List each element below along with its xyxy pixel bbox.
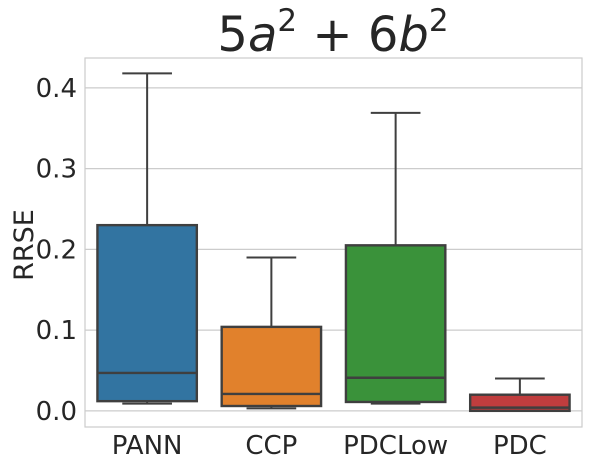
y-tick-label: 0.2 <box>36 235 77 265</box>
box-pdc <box>468 377 571 413</box>
y-tick-labels: 0.0 0.1 0.2 0.3 0.4 <box>36 74 77 427</box>
x-tick-label: PDCLow <box>343 431 448 461</box>
x-tick-label: CCP <box>245 431 297 461</box>
iqr-box <box>96 223 199 403</box>
chart-title: 5a2 + 6b2 <box>217 3 448 63</box>
box-pann <box>96 72 199 405</box>
y-axis-label: RRSE <box>9 209 40 281</box>
x-tick-label: PDC <box>493 431 547 461</box>
x-tick-label: PANN <box>112 431 183 461</box>
plot-frame <box>84 57 583 428</box>
iqr-box <box>344 244 447 404</box>
box-pdclow <box>344 111 447 405</box>
y-tick-label: 0.1 <box>36 316 77 346</box>
y-tick-label: 0.4 <box>36 74 77 104</box>
boxes <box>96 72 571 413</box>
y-tick-label: 0.3 <box>36 155 77 185</box>
x-tick-labels: PANN CCP PDCLow PDC <box>112 431 547 461</box>
y-tick-label: 0.0 <box>36 397 77 427</box>
box-ccp <box>220 256 323 410</box>
